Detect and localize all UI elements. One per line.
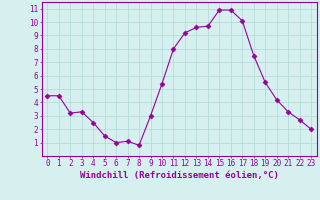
X-axis label: Windchill (Refroidissement éolien,°C): Windchill (Refroidissement éolien,°C) <box>80 171 279 180</box>
